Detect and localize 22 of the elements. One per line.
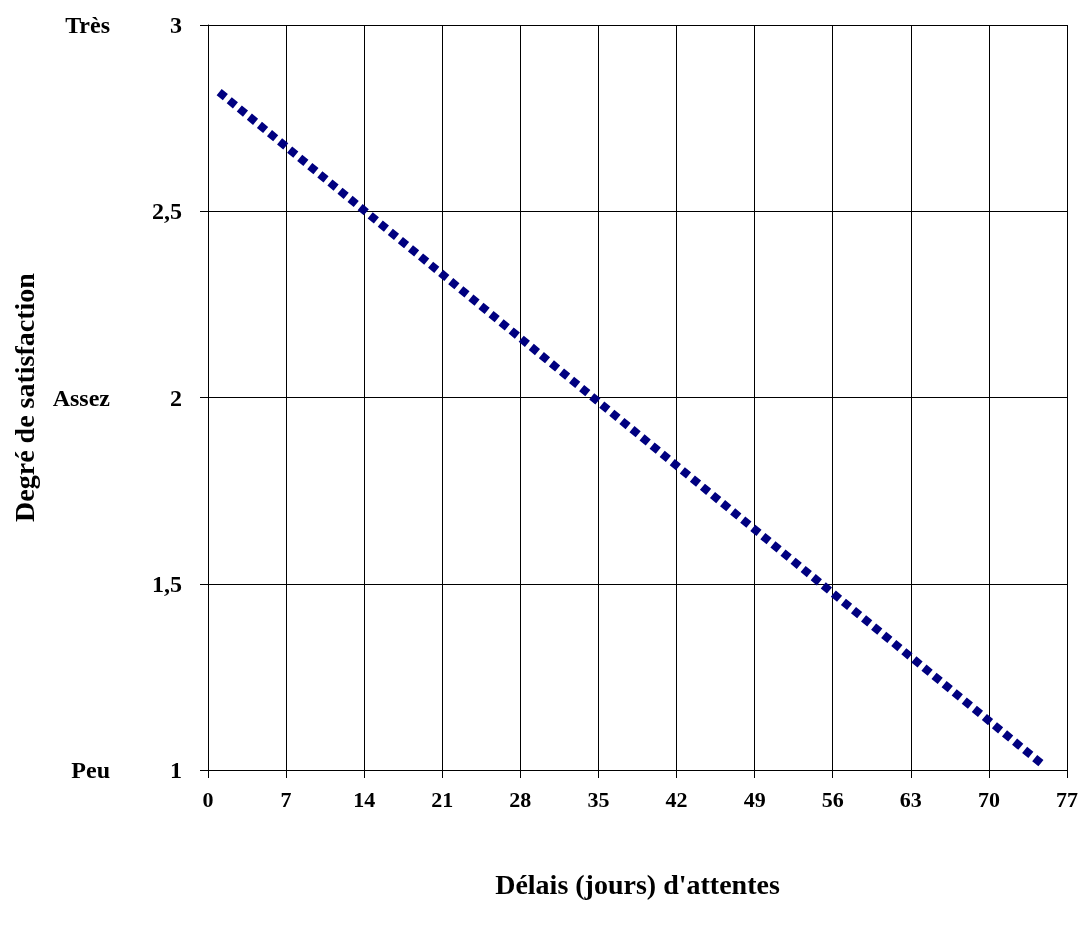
y-tick-label: 2	[170, 384, 182, 411]
y-tick-label: 1,5	[152, 570, 182, 597]
text: Assez	[52, 384, 111, 411]
text: Très	[65, 12, 110, 38]
x-tick-label: 14	[353, 786, 376, 812]
x-tick-label: 35	[587, 786, 610, 812]
x-tick-label: 77	[1056, 786, 1078, 812]
x-axis-title: Délais (jours) d'attentes	[495, 868, 780, 900]
y-axis-title: Degré de satisfaction	[8, 272, 40, 522]
x-tick-label: 42	[665, 786, 688, 812]
y-tick-label: 1	[170, 757, 182, 783]
x-tick-label: 0	[202, 786, 214, 812]
y-tick-label: 2,5	[152, 198, 182, 225]
x-tick-label: 63	[899, 786, 922, 812]
x-tick-label: 70	[977, 786, 1000, 812]
x-tick-label: 7	[280, 786, 292, 812]
x-tick-label: 21	[431, 786, 454, 812]
x-tick-label: 49	[743, 786, 766, 812]
x-tick-label: 56	[821, 786, 844, 812]
text: Peu	[71, 757, 110, 783]
y-tick-label: 3	[170, 12, 182, 38]
x-tick-label: 28	[509, 786, 532, 812]
